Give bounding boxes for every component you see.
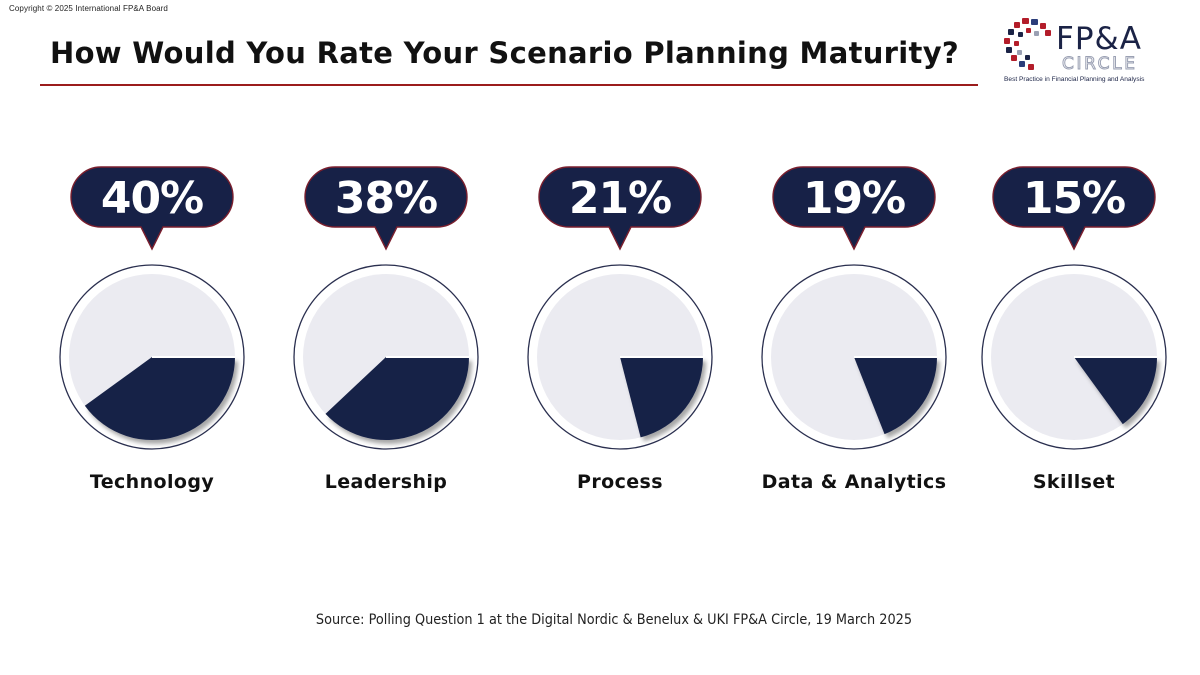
value-label: 21% <box>569 173 671 224</box>
value-label: 40% <box>101 173 203 224</box>
value-callout <box>992 166 1156 251</box>
value-label: 15% <box>1023 173 1125 224</box>
pie-slice-technology <box>84 357 235 440</box>
pie-slice-leadership <box>325 357 469 440</box>
pie-group-2: 21% Process <box>527 166 713 493</box>
logo-mark-icon <box>1004 18 1051 70</box>
category-label: Data & Analytics <box>762 471 947 493</box>
maturity-pie-charts: 40% Technology 38% Leadership 21% Process 19% D… <box>59 166 1167 493</box>
copyright-text: Copyright © 2025 International FP&A Boar… <box>9 4 168 13</box>
pie-group-3: 19% Data & Analytics <box>761 166 947 493</box>
category-label: Skillset <box>1033 471 1115 493</box>
value-callout <box>304 166 468 251</box>
value-label: 19% <box>803 173 905 224</box>
logo-wordmark: FP&A <box>1056 21 1142 57</box>
logo-tagline: Best Practice in Financial Planning and … <box>1004 76 1145 83</box>
pie-group-1: 38% Leadership <box>293 166 479 493</box>
pie-slice-process <box>620 357 703 438</box>
value-callout <box>70 166 234 251</box>
title-underline <box>40 84 978 86</box>
fpa-circle-logo: FP&A CIRCLE Best Practice in Financial P… <box>1000 14 1175 90</box>
category-label: Technology <box>90 471 214 493</box>
category-label: Leadership <box>325 471 448 493</box>
pie-group-4: 15% Skillset <box>981 166 1167 493</box>
logo-subword: CIRCLE <box>1062 54 1138 74</box>
value-label: 38% <box>335 173 437 224</box>
pie-slice-skillset <box>1074 357 1157 425</box>
category-label: Process <box>577 471 663 493</box>
pie-group-0: 40% Technology <box>59 166 245 493</box>
source-note: Source: Polling Question 1 at the Digita… <box>315 612 913 628</box>
value-callout <box>772 166 936 251</box>
pie-slice-data-analytics <box>854 357 937 435</box>
value-callout <box>538 166 702 251</box>
page-title: How Would You Rate Your Scenario Plannin… <box>50 36 960 70</box>
